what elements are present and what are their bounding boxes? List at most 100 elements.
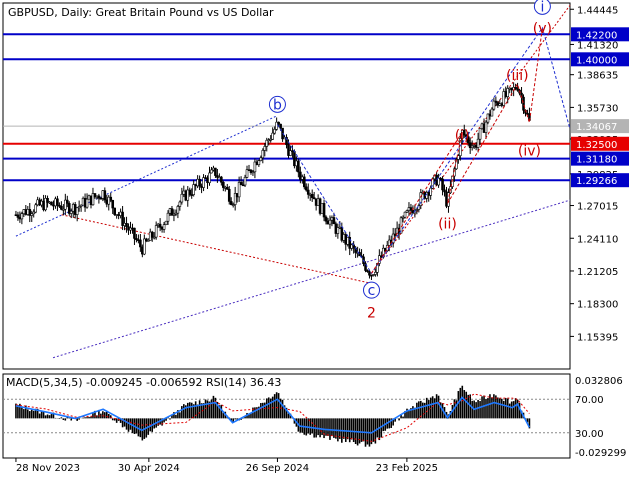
candle-body <box>99 197 103 200</box>
wave-label-3: 2 <box>367 306 376 322</box>
candle-body <box>198 178 201 187</box>
macd-max-label: 0.032806 <box>575 376 623 387</box>
candle-body <box>146 240 150 242</box>
level-labels: 1.42200 1.40000 1.34067 1.32500 1.31180 1.292… <box>571 27 629 188</box>
price-tick-label-2: 1.38635 <box>577 71 618 82</box>
candles <box>14 82 531 280</box>
candle-body <box>279 123 282 129</box>
candle-body <box>522 96 525 111</box>
channel-line-3 <box>61 214 372 284</box>
candle-body <box>302 176 306 188</box>
candle-body <box>229 201 233 205</box>
macd-signal-line <box>15 393 530 442</box>
candle-body <box>216 175 219 178</box>
candle-body <box>287 144 290 156</box>
price-tick-label-10: 1.15395 <box>577 332 618 343</box>
candle-body <box>79 204 83 207</box>
candle-body <box>231 204 235 206</box>
level-label-box-2 <box>571 119 629 134</box>
candle-body <box>514 87 517 90</box>
candle-body <box>324 216 328 222</box>
candle-body <box>188 189 192 195</box>
candle-body <box>214 167 217 176</box>
candle-body <box>299 171 302 180</box>
candle-body <box>249 169 253 173</box>
candle-body <box>109 196 113 201</box>
candle-body <box>190 194 194 196</box>
symbol-label: GBPUSD <box>8 6 54 19</box>
main-plot-frame <box>2 2 571 370</box>
candle-body <box>121 211 124 226</box>
candle-body <box>64 199 67 210</box>
level-label-box-0 <box>571 27 629 42</box>
candle-body <box>358 252 361 257</box>
candle-body <box>374 272 377 275</box>
candle-body <box>415 209 419 211</box>
candle-body <box>322 203 326 218</box>
candle-body <box>20 213 24 220</box>
wave-label-2: i <box>540 0 544 15</box>
candle-body <box>178 201 182 207</box>
date-tick-label-1: 30 Apr 2024 <box>118 463 180 474</box>
candle-body <box>306 189 310 195</box>
candle-body <box>239 182 243 186</box>
date-tick-label-3: 23 Feb 2025 <box>376 463 438 474</box>
candle-body <box>486 113 490 123</box>
price-tick-label-7: 1.24110 <box>577 234 618 245</box>
candle-body <box>103 190 107 201</box>
channel-lines <box>15 4 571 359</box>
candle-body <box>348 237 352 249</box>
candle-body <box>453 168 456 177</box>
candle-body <box>441 178 444 191</box>
price-tick-label-3: 1.35730 <box>577 103 618 114</box>
candle-body <box>328 219 332 225</box>
candle-body <box>263 146 267 151</box>
price-tick-label-6: 1.27015 <box>577 202 618 213</box>
level-label-3: 1.32500 <box>576 140 617 151</box>
candle-body <box>180 193 184 203</box>
candle-body <box>492 100 496 110</box>
candle-body <box>28 209 32 216</box>
wave-label-6: (iii) <box>506 68 529 84</box>
wave-label-4: (i) <box>455 128 470 144</box>
candle-body <box>34 204 37 213</box>
candle-body <box>107 196 111 205</box>
candle-body <box>405 210 409 213</box>
candle-body <box>210 169 213 174</box>
candle-body <box>401 216 405 219</box>
candle-body <box>158 223 162 228</box>
candle-body <box>336 227 340 234</box>
price-tick-label-8: 1.21205 <box>577 267 618 278</box>
price-tick-label-0: 1.44445 <box>577 5 618 16</box>
candle-body <box>69 210 73 214</box>
candle-body <box>65 199 69 204</box>
candle-body <box>170 208 174 216</box>
rsi-70-label: 70.00 <box>575 395 604 406</box>
candle-body <box>429 187 432 196</box>
candle-body <box>273 129 276 134</box>
candle-body <box>285 136 288 146</box>
candle-body <box>437 177 440 186</box>
candle-body <box>304 186 308 191</box>
channel-line-2 <box>371 4 571 274</box>
candle-body <box>403 211 407 218</box>
candle-body <box>56 198 59 206</box>
macd-min-label: -0.029299 <box>575 448 626 459</box>
candle-body <box>222 181 225 188</box>
candle-body <box>332 217 336 225</box>
candle-body <box>409 207 413 211</box>
candle-body <box>91 193 95 206</box>
candle-body <box>174 212 178 215</box>
candle-body <box>261 150 265 159</box>
wave-labels: b c i 2 (i) (ii) (iii) (iv) (v) <box>268 0 552 322</box>
level-label-2: 1.34067 <box>576 122 617 133</box>
candle-body <box>269 138 273 141</box>
candle-body <box>166 212 170 222</box>
wave-paths <box>276 26 571 275</box>
date-axis: 28 Nov 2023 30 Apr 2024 26 Sep 2024 23 Feb … <box>15 458 438 474</box>
candle-body <box>227 188 231 202</box>
candle-body <box>77 206 81 209</box>
candle-body <box>139 239 142 248</box>
